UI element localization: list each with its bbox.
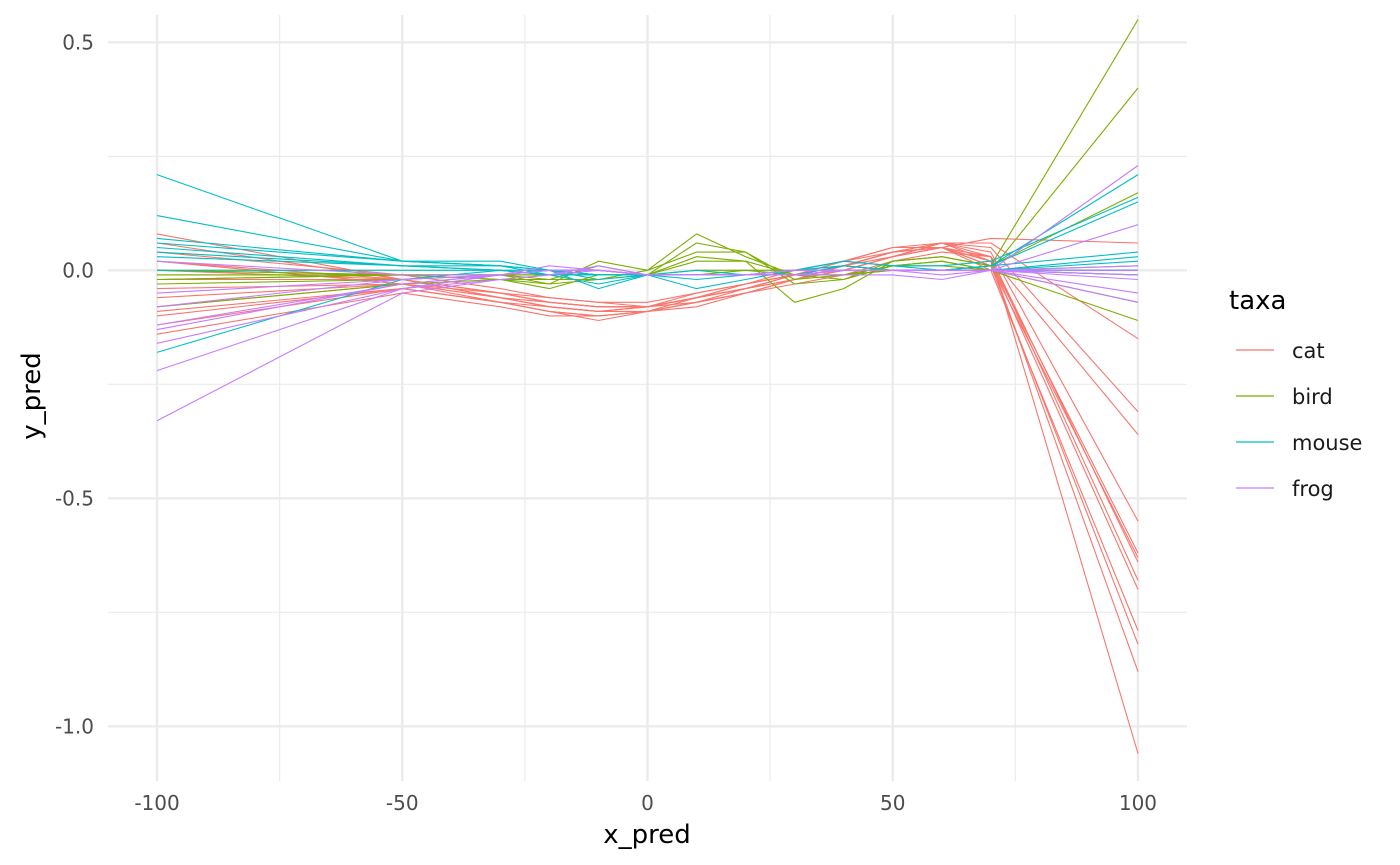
series-line-cat-9: [156, 246, 1139, 435]
legend-label-frog: frog: [1292, 477, 1334, 501]
legend-label-cat: cat: [1292, 339, 1325, 363]
y-tick-label: -1.0: [55, 714, 94, 738]
x-tick-label: 100: [1119, 791, 1157, 815]
series-line-bird-16: [156, 192, 1139, 308]
series-line-cat-13: [156, 246, 1139, 563]
legend: taxa cat bird mouse frog: [1229, 286, 1362, 501]
series-line-cat-5: [156, 242, 1139, 581]
legend-label-mouse: mouse: [1292, 431, 1362, 455]
y-tick-label: 0.0: [62, 258, 94, 282]
series-line-mouse-24: [156, 201, 1139, 285]
x-tick-label: -50: [386, 791, 419, 815]
x-tick-label: 0: [641, 791, 654, 815]
series-lines: [156, 19, 1139, 754]
x-axis-title: x_pred: [603, 820, 691, 850]
y-axis-tick-labels: 0.5 0.0 -0.5 -1.0: [55, 30, 94, 738]
x-tick-label: -100: [134, 791, 179, 815]
series-line-bird-17: [156, 251, 1139, 322]
y-tick-label: -0.5: [55, 486, 94, 510]
x-tick-label: 50: [880, 791, 905, 815]
y-tick-label: 0.5: [62, 30, 94, 54]
major-gridlines: [108, 15, 1187, 781]
legend-title: taxa: [1229, 286, 1286, 316]
series-line-mouse-23: [156, 196, 1139, 290]
series-line-cat-11: [156, 233, 1139, 340]
series-line-frog-38: [156, 260, 1139, 276]
series-line-cat-12: [156, 237, 1139, 308]
x-axis-tick-labels: -100 -50 0 50 100: [134, 791, 1157, 815]
legend-label-bird: bird: [1292, 385, 1333, 409]
y-axis-title: y_pred: [17, 352, 47, 440]
